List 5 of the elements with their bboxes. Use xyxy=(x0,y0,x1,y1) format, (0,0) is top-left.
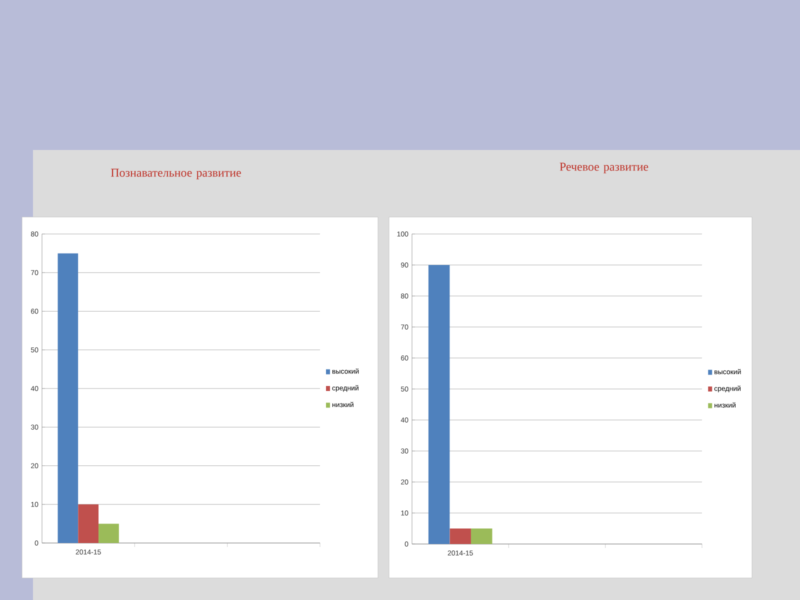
bar xyxy=(78,504,99,543)
bar xyxy=(98,524,119,543)
chart-title: Познавательное развитие xyxy=(110,168,241,180)
chart-title: Речевое развитие xyxy=(560,162,648,174)
bar xyxy=(58,253,78,543)
